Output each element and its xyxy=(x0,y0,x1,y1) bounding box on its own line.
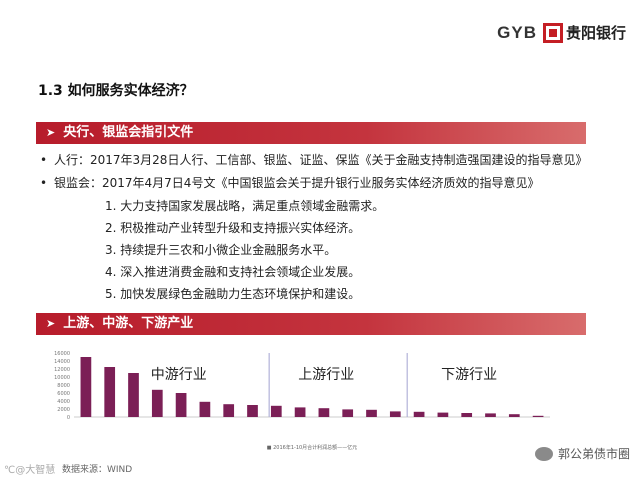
chart-bar xyxy=(532,415,544,417)
y-tick-label: 6000 xyxy=(57,391,70,397)
chart-legend: ■ 2016年1-10月合计利润总额——亿元 xyxy=(267,444,357,451)
bullet-item: • 银监会：2017年4月7日4号文《中国银监会关于提升银行业服务实体经济质效的指… xyxy=(40,174,539,191)
chart-bar xyxy=(366,409,377,417)
y-tick-label: 14000 xyxy=(54,359,70,365)
chart-bar xyxy=(270,405,282,417)
list-item: 5. 加快发展绿色金融助力生态环境保护和建设。 xyxy=(105,287,361,301)
chart-bar xyxy=(199,401,211,417)
y-tick-label: 2000 xyxy=(57,407,70,413)
y-tick-label: 16000 xyxy=(54,351,70,357)
section-label: 央行、银监会指引文件 xyxy=(63,125,194,140)
y-tick-label: 0 xyxy=(67,415,70,421)
chart-bar xyxy=(508,414,520,417)
list-item: 2. 积极推动产业转型升级和支持振兴实体经济。 xyxy=(105,221,361,235)
chart-bar xyxy=(461,413,473,417)
chart-bar xyxy=(485,413,496,417)
section-bar-guidance: ➤ 央行、银监会指引文件 xyxy=(36,122,586,144)
chart-bar xyxy=(247,405,258,417)
bank-mark-icon xyxy=(542,22,563,43)
bank-logo: GYB 贵阳银行 xyxy=(497,22,626,43)
chevron-right-icon: ➤ xyxy=(46,317,56,330)
chart-bar xyxy=(151,389,163,417)
chart-bar xyxy=(389,411,401,417)
bullet-text: 人行：2017年3月28日人行、工信部、银监、证监、保监《关于金融支持制造强国建… xyxy=(54,153,588,167)
section-label: 上游、中游、下游产业 xyxy=(63,316,194,331)
y-tick-label: 4000 xyxy=(57,399,70,405)
group-label: 中游行业 xyxy=(151,367,207,383)
y-tick-label: 10000 xyxy=(54,375,70,381)
logo-bank-name: 贵阳银行 xyxy=(565,24,626,42)
logo-gyb-text: GYB xyxy=(497,22,537,42)
data-source-label: 数据来源：WIND xyxy=(62,465,133,475)
chart-bar xyxy=(437,412,449,417)
chart-bar xyxy=(223,404,235,417)
page-title: 1.3 如何服务实体经济？ xyxy=(38,83,194,99)
section-bar-industries: ➤ 上游、中游、下游产业 xyxy=(36,313,586,335)
watermark-right-text: 郭公弟债市圈 xyxy=(557,447,630,461)
list-item: 1. 大力支持国家发展战略，满足重点领域金融需求。 xyxy=(105,199,385,213)
chart-bar xyxy=(175,393,187,417)
wechat-icon xyxy=(534,446,553,461)
chart-bar xyxy=(318,408,330,417)
bullet-text: 银监会：2017年4月7日4号文《中国银监会关于提升银行业服务实体经济质效的指导… xyxy=(54,176,540,190)
y-tick-label: 8000 xyxy=(57,383,70,389)
chevron-right-icon: ➤ xyxy=(46,126,56,139)
industry-profit-chart: 16000 14000 12000 10000 8000 6000 4000 2000 0 中游行… xyxy=(54,351,550,451)
chart-bar xyxy=(104,367,116,417)
watermark-left: ℃@大智慧 xyxy=(4,465,56,476)
group-label: 下游行业 xyxy=(441,367,497,383)
y-tick-label: 12000 xyxy=(54,367,70,373)
chart-bar xyxy=(342,409,354,417)
bullet-item: • 人行：2017年3月28日人行、工信部、银监、证监、保监《关于金融支持制造强国… xyxy=(40,151,587,168)
watermark-right: 郭公弟债市圈 xyxy=(534,445,630,462)
bullet-marker: • xyxy=(40,153,48,167)
numbered-list: 1. 大力支持国家发展战略，满足重点领域金融需求。 2. 积极推动产业转型升级和… xyxy=(105,195,384,305)
chart-bar xyxy=(413,411,425,417)
bullet-marker: • xyxy=(40,176,48,190)
chart-bar xyxy=(80,357,92,417)
list-item: 3. 持续提升三农和小微企业金融服务水平。 xyxy=(105,243,337,257)
chart-bar xyxy=(294,407,306,417)
list-item: 4. 深入推进消费金融和支持社会领域企业发展。 xyxy=(105,265,361,279)
group-label: 上游行业 xyxy=(298,367,354,383)
chart-bar xyxy=(128,373,139,417)
